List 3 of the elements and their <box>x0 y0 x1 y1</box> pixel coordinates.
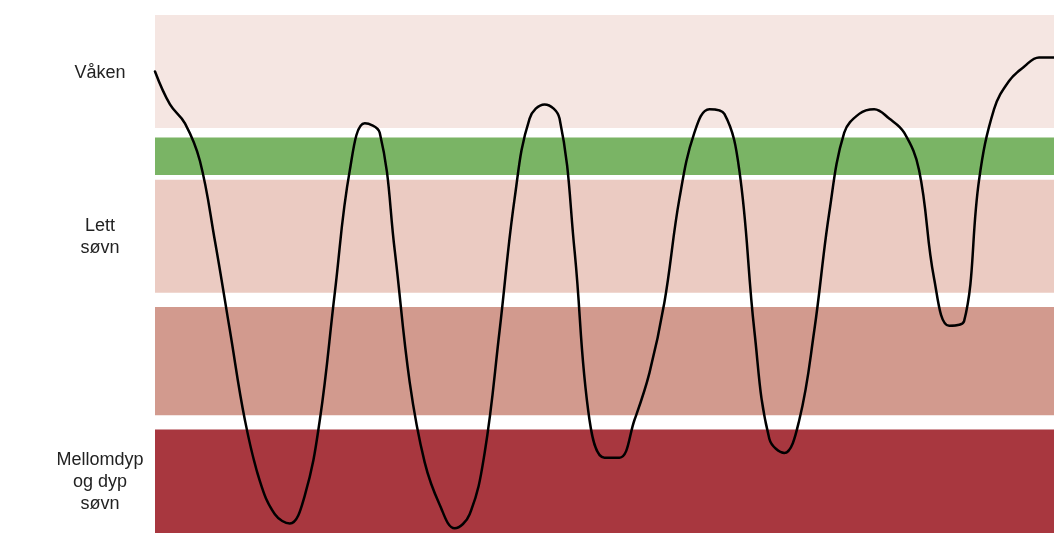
band-label: Mellomdyp og dyp søvn <box>56 449 144 514</box>
band-label: Lett søvn <box>80 215 120 258</box>
band-label: Våken <box>74 61 126 82</box>
